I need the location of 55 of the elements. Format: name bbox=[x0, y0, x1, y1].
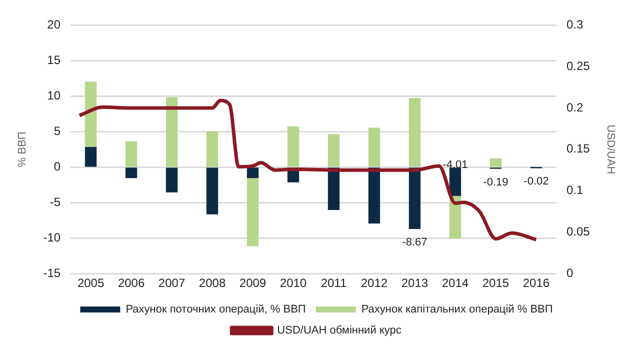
bar bbox=[368, 128, 380, 167]
bar bbox=[166, 168, 178, 192]
legend-label: USD/UAH обмінний курс bbox=[277, 324, 402, 337]
bar bbox=[368, 168, 380, 224]
data-label: -0.02 bbox=[524, 175, 549, 188]
x-tick-label: 2011 bbox=[320, 276, 347, 290]
bar bbox=[166, 97, 178, 167]
bar bbox=[408, 168, 421, 230]
y-tick-label: 15 bbox=[47, 53, 61, 67]
legend-label: Рахунок поточних операцій, % ВВП bbox=[126, 304, 306, 316]
y-tick-label: 10 bbox=[47, 88, 61, 102]
y-tick-label: 5 bbox=[54, 124, 61, 138]
bar bbox=[246, 177, 259, 246]
x-tick-label: 2015 bbox=[482, 276, 510, 290]
x-tick-label: 2006 bbox=[118, 276, 145, 290]
y2-tick-label: 0.2 bbox=[566, 100, 584, 114]
y2-tick-label: 0.15 bbox=[566, 142, 590, 156]
x-tick-label: 2005 bbox=[77, 276, 104, 290]
y-axis-title: % ВВП bbox=[16, 132, 29, 168]
bar bbox=[287, 126, 300, 167]
x-tick-label: 2016 bbox=[522, 276, 550, 290]
data-label: -0.19 bbox=[483, 176, 508, 189]
bar bbox=[206, 131, 218, 167]
bar bbox=[246, 168, 259, 178]
x-tick-label: 2014 bbox=[442, 276, 469, 290]
y2-tick-label: 0.05 bbox=[566, 224, 590, 239]
bar bbox=[328, 168, 340, 210]
y2-tick-label: 0.3 bbox=[566, 18, 584, 32]
x-tick-label: 2012 bbox=[360, 276, 388, 290]
bar bbox=[408, 98, 421, 167]
x-tick-label: 2008 bbox=[198, 276, 226, 290]
x-tick-label: 2007 bbox=[158, 276, 186, 290]
y-tick-label: 0 bbox=[54, 159, 61, 174]
y-tick-label: -10 bbox=[43, 230, 61, 244]
y2-tick-label: 0 bbox=[566, 266, 574, 280]
y2-tick-label: 0.1 bbox=[566, 183, 584, 198]
y-tick-label: 20 bbox=[47, 18, 61, 32]
bar bbox=[206, 168, 218, 214]
y2-tick-label: 0.25 bbox=[566, 58, 590, 73]
bar bbox=[328, 134, 340, 167]
bar bbox=[125, 141, 138, 167]
legend-label: Рахунок капітальних операцій % ВВП bbox=[361, 304, 553, 316]
bar bbox=[84, 146, 97, 167]
data-label: -8.67 bbox=[402, 236, 428, 249]
bar bbox=[125, 168, 138, 178]
x-tick-label: 2013 bbox=[401, 276, 428, 290]
y-tick-label: -15 bbox=[43, 266, 61, 280]
y-tick-label: -5 bbox=[50, 194, 61, 209]
bar bbox=[84, 82, 97, 148]
y2-axis-title: USD/UAH bbox=[604, 124, 616, 174]
x-tick-label: 2009 bbox=[239, 276, 266, 290]
data-label: -4.01 bbox=[442, 159, 468, 172]
x-tick-label: 2010 bbox=[280, 276, 307, 290]
bar bbox=[449, 168, 462, 196]
bar bbox=[490, 158, 502, 167]
